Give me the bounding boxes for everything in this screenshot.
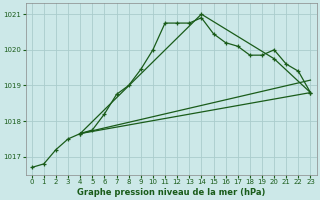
X-axis label: Graphe pression niveau de la mer (hPa): Graphe pression niveau de la mer (hPa) xyxy=(77,188,265,197)
